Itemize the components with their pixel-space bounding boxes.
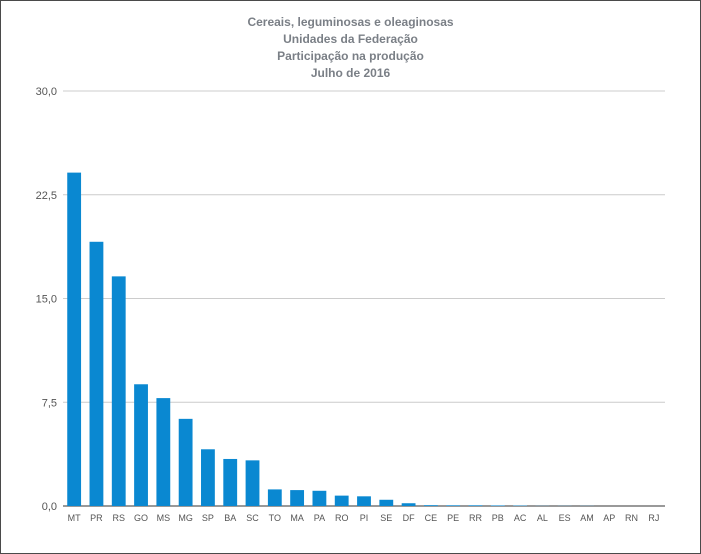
bar-ce[interactable]: [423, 505, 438, 506]
bar-pe[interactable]: [446, 505, 461, 506]
x-tick-label-pa: PA: [314, 513, 325, 523]
bar-pi[interactable]: [357, 496, 371, 506]
x-tick-label-sp: SP: [202, 513, 214, 523]
x-tick-label-sc: SC: [246, 513, 259, 523]
chart-title-line-4: Julho de 2016: [310, 66, 391, 80]
bar-ma[interactable]: [290, 490, 305, 506]
bar-pb[interactable]: [490, 505, 505, 506]
y-tick-label: 15,0: [36, 294, 57, 306]
x-tick-label-mg: MG: [178, 513, 193, 523]
x-tick-label-pr: PR: [90, 513, 103, 523]
x-tick-label-to: TO: [269, 513, 281, 523]
y-tick-label: 7,5: [42, 397, 57, 409]
bar-mt[interactable]: [67, 172, 82, 506]
x-tick-label-rn: RN: [625, 513, 638, 523]
bar-rr[interactable]: [468, 505, 483, 506]
y-tick-label: 30,0: [36, 86, 57, 98]
x-tick-label-rj: RJ: [648, 513, 659, 523]
x-tick-label-am: AM: [580, 513, 594, 523]
x-tick-label-rr: RR: [469, 513, 482, 523]
x-tick-label-df: DF: [403, 513, 415, 523]
x-tick-label-al: AL: [537, 513, 548, 523]
x-tick-label-pe: PE: [447, 513, 459, 523]
bar-se[interactable]: [379, 499, 394, 506]
bar-mg[interactable]: [178, 418, 193, 506]
chart-title-line-1: Cereais, leguminosas e oleaginosas: [247, 15, 454, 29]
chart-title-line-2: Unidades da Federação: [283, 32, 418, 46]
bar-ms[interactable]: [156, 398, 171, 506]
y-tick-label: 0,0: [42, 501, 57, 513]
y-tick-label: 22,5: [36, 190, 57, 202]
x-tick-label-ro: RO: [335, 513, 349, 523]
bar-pa[interactable]: [312, 490, 327, 506]
x-tick-label-se: SE: [380, 513, 392, 523]
chart-title-line-3: Participação na produção: [277, 49, 424, 63]
bar-sc[interactable]: [245, 460, 260, 506]
bar-ro[interactable]: [334, 495, 349, 506]
x-tick-label-ms: MS: [157, 513, 171, 523]
x-tick-label-pb: PB: [492, 513, 504, 523]
x-tick-label-go: GO: [134, 513, 148, 523]
x-tick-label-ce: CE: [425, 513, 438, 523]
bar-df[interactable]: [401, 503, 416, 506]
x-tick-label-rs: RS: [112, 513, 125, 523]
x-tick-label-mt: MT: [68, 513, 81, 523]
x-tick-label-ba: BA: [224, 513, 236, 523]
bar-to[interactable]: [267, 489, 282, 506]
x-tick-label-es: ES: [559, 513, 571, 523]
x-tick-label-ac: AC: [514, 513, 527, 523]
bar-pr[interactable]: [89, 241, 104, 507]
bar-go[interactable]: [134, 384, 148, 506]
bar-ba[interactable]: [223, 458, 238, 506]
x-tick-label-ma: MA: [290, 513, 304, 523]
x-tick-label-pi: PI: [360, 513, 369, 523]
bar-sp[interactable]: [201, 449, 215, 506]
x-tick-label-ap: AP: [603, 513, 615, 523]
bar-rs[interactable]: [111, 276, 126, 506]
